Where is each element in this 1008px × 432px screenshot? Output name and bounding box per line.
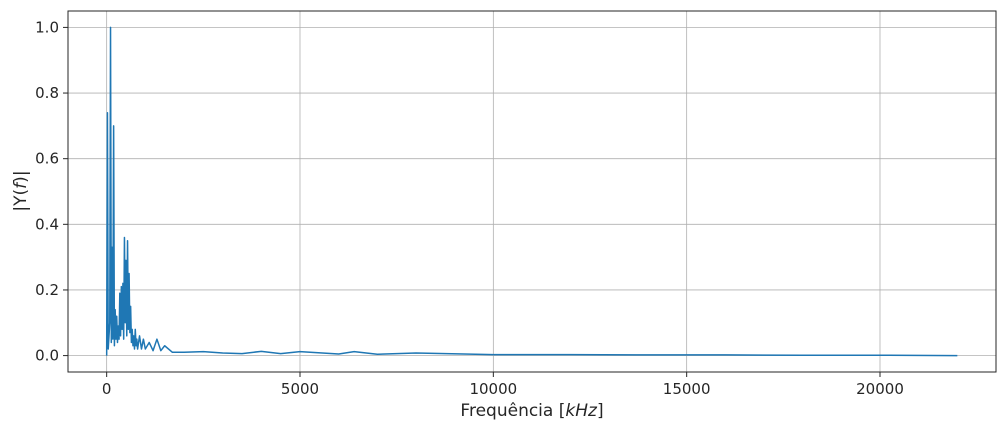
y-tick-label: 0.0	[35, 347, 59, 365]
series-layer	[105, 26, 958, 357]
x-tick-label: 20000	[856, 380, 904, 398]
y-tick-label: 1.0	[35, 18, 59, 36]
x-axis-label: Frequência [kHz]	[460, 401, 603, 421]
y-axis: 0.0 0.2 0.4 0.6 0.8 1.0	[35, 18, 68, 365]
plot-frame	[67, 10, 997, 373]
x-tick-label: 15000	[663, 380, 711, 398]
x-axis: 0 5000 10000 15000 20000	[102, 372, 904, 398]
x-tick-label: 10000	[469, 380, 517, 398]
spectrum-line	[105, 26, 958, 357]
grid-layer	[68, 11, 996, 372]
x-tick-label: 5000	[281, 380, 319, 398]
y-tick-label: 0.8	[35, 84, 59, 102]
y-tick-label: 0.6	[35, 150, 59, 168]
y-tick-label: 0.2	[35, 281, 59, 299]
y-tick-label: 0.4	[35, 215, 59, 233]
y-axis-label: |Y(f)|	[11, 170, 31, 211]
x-tick-label: 0	[102, 380, 112, 398]
